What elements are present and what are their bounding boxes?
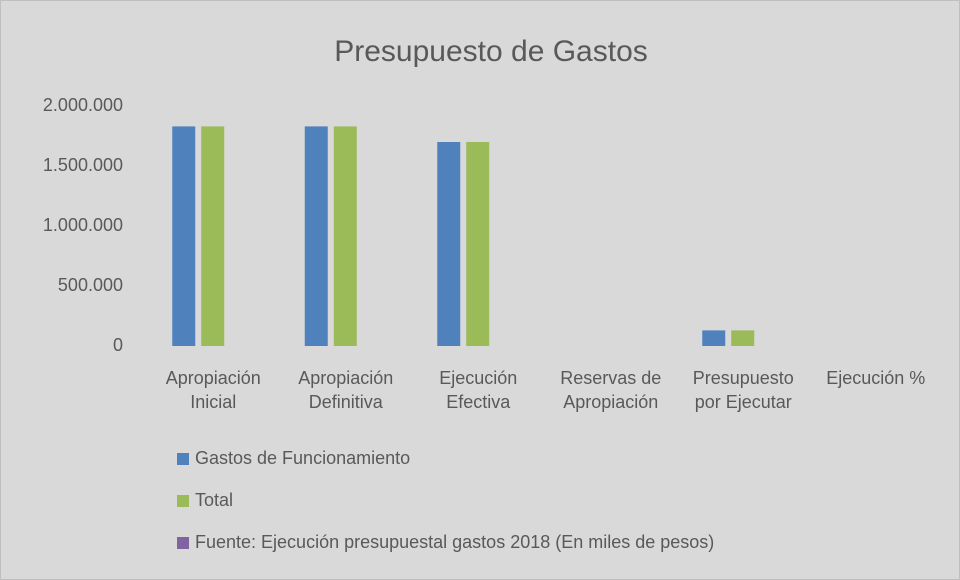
bar (304, 126, 328, 347)
x-tick-label: Reservas de Apropiación (560, 368, 662, 412)
bar (702, 330, 726, 346)
y-tick-label: 500.000 (58, 275, 123, 295)
bar (437, 142, 461, 346)
legend-swatch (177, 453, 189, 465)
legend-label: Gastos de Funcionamiento (195, 448, 410, 468)
chart-title: Presupuesto de Gastos (334, 35, 648, 68)
x-tick-label: Ejecución Efectiva (439, 368, 518, 412)
legend-swatch (177, 537, 189, 549)
bar (731, 330, 755, 346)
y-tick-label: 0 (113, 335, 123, 355)
y-tick-label: 1.000.000 (43, 215, 123, 235)
bar (333, 126, 357, 347)
bar (466, 142, 490, 346)
bar (172, 126, 196, 347)
x-tick-label: Presupuesto por Ejecutar (692, 368, 794, 412)
y-tick-label: 2.000.000 (43, 95, 123, 115)
y-tick-label: 1.500.000 (43, 155, 123, 175)
legend-label: Fuente: Ejecución presupuestal gastos 20… (195, 532, 714, 552)
x-tick-label: Apropiación Definitiva (298, 368, 394, 412)
x-tick-label: Ejecución % (826, 368, 926, 388)
legend-swatch (177, 495, 189, 507)
x-tick-label: Apropiación Inicial (165, 368, 261, 412)
legend-label: Total (195, 490, 233, 510)
bar (201, 126, 225, 347)
